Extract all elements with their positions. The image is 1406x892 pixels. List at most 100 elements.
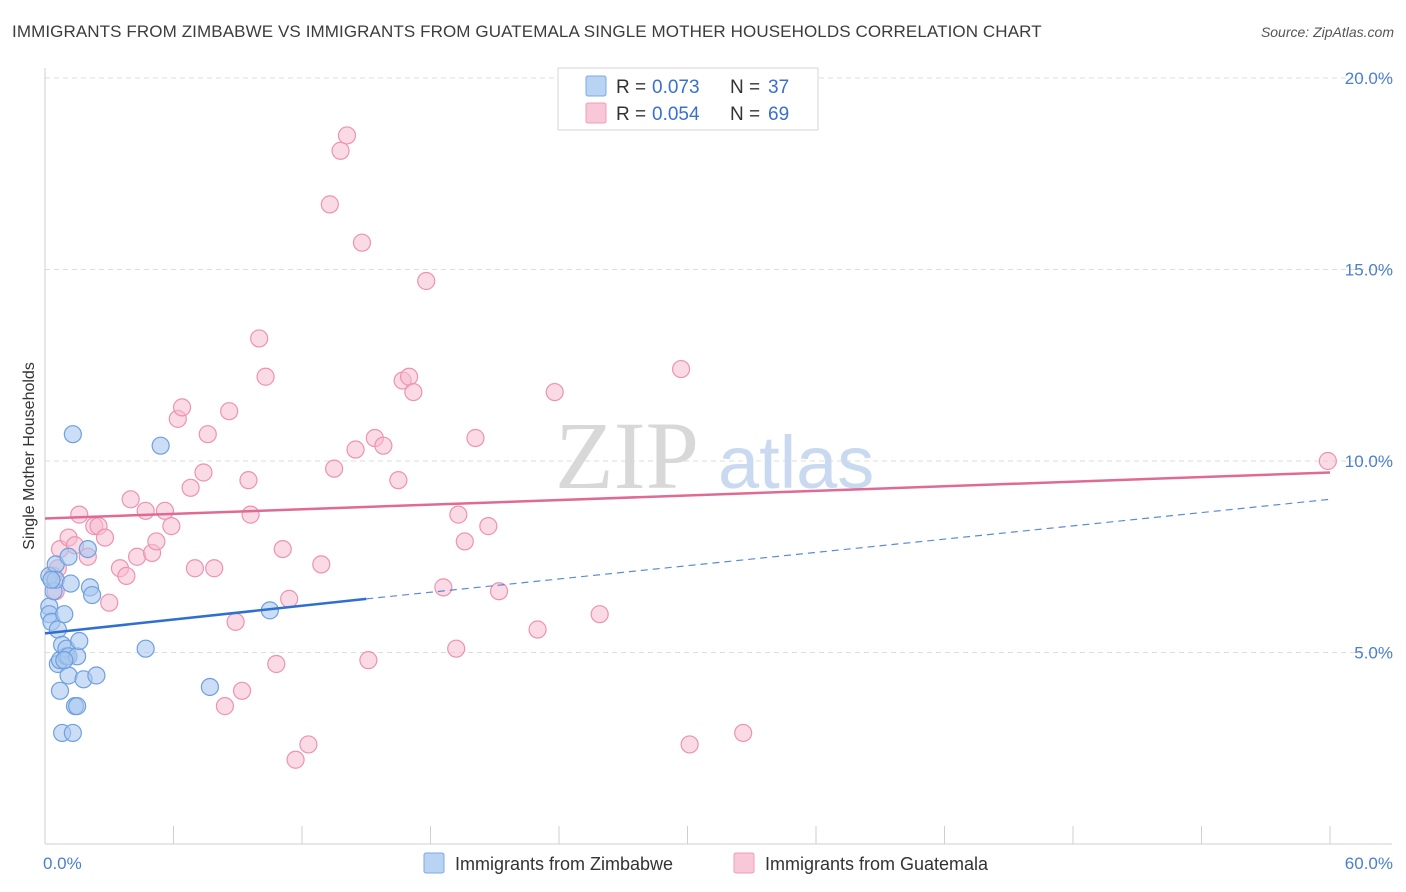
zimbabwe-trend-extension [366, 498, 1331, 600]
guatemala-point-24 [185, 559, 205, 578]
guatemala-point-67 [680, 735, 699, 754]
guatemala-point-37 [273, 539, 292, 559]
zimbabwe-point-23 [68, 697, 87, 716]
guatemala-point-22 [172, 398, 192, 417]
zimbabwe-point-36 [55, 651, 74, 670]
legend-guatemala-n-label: N = [730, 104, 760, 125]
guatemala-point-53 [399, 367, 419, 386]
zimbabwe-point-21 [63, 723, 82, 743]
y-tick-label-0: 5.0% [1354, 644, 1393, 663]
guatemala-point-69 [1318, 451, 1337, 471]
guatemala-point-46 [346, 440, 365, 459]
y-tick-labels: 5.0% 10.0% 15.0% 20.0% [1345, 69, 1393, 663]
x-tick-label-1: 60.0% [1345, 854, 1393, 873]
series-zimbabwe-points [40, 425, 279, 743]
zimbabwe-point-16 [59, 547, 78, 566]
guatemala-point-66 [671, 359, 691, 379]
guatemala-point-32 [239, 471, 258, 490]
legend-zimbabwe-r-label: R = [616, 77, 646, 98]
zimbabwe-point-33 [200, 677, 220, 697]
zimbabwe-point-18 [59, 666, 78, 685]
zimbabwe-point-7 [48, 620, 67, 639]
guatemala-point-40 [299, 735, 318, 754]
y-tick-label-1: 10.0% [1345, 452, 1393, 471]
chart-source: Source: ZipAtlas.com [1260, 24, 1394, 40]
zimbabwe-point-13 [55, 605, 74, 624]
guatemala-point-50 [374, 436, 393, 455]
guatemala-point-42 [320, 195, 339, 214]
grid-lines [45, 77, 1392, 653]
guatemala-point-13 [117, 566, 136, 586]
guatemala-point-57 [447, 639, 466, 658]
legend-guatemala-r-label: R = [616, 104, 646, 125]
y-tick-label-2: 15.0% [1345, 261, 1393, 280]
guatemala-point-29 [220, 402, 239, 421]
guatemala-point-26 [198, 425, 217, 444]
guatemala-point-48 [359, 651, 378, 670]
zimbabwe-point-25 [70, 631, 89, 651]
zimbabwe-point-30 [87, 666, 106, 685]
zimbabwe-point-35 [42, 570, 61, 589]
guatemala-point-23 [181, 478, 200, 497]
guatemala-point-47 [352, 233, 372, 252]
guatemala-point-34 [250, 329, 269, 348]
guatemala-point-68 [734, 723, 753, 743]
guatemala-point-62 [489, 582, 509, 601]
guatemala-point-51 [389, 471, 408, 490]
zimbabwe-trend-line [44, 597, 367, 635]
zimbabwe-point-31 [136, 639, 155, 658]
guatemala-trend-line [44, 471, 1331, 520]
guatemala-point-14 [121, 490, 140, 509]
zimbabwe-point-10 [50, 681, 70, 700]
legend-guatemala-r-value: 0.054 [652, 104, 700, 125]
guatemala-point-59 [455, 532, 474, 551]
legend: R = 0.073 N = 37 R = 0.054 N = 69 [557, 67, 819, 131]
guatemala-point-11 [100, 593, 119, 612]
guatemala-point-41 [312, 555, 331, 574]
bottom-legend: Immigrants from Zimbabwe Immigrants from… [423, 852, 989, 874]
axes [44, 68, 1392, 845]
guatemala-point-10 [95, 528, 115, 547]
guatemala-point-6 [70, 505, 89, 524]
guatemala-point-35 [256, 367, 275, 386]
guatemala-point-43 [325, 459, 344, 478]
legend-zimbabwe-r-value: 0.073 [652, 77, 700, 98]
guatemala-point-39 [286, 750, 305, 769]
legend-swatch-guatemala [585, 102, 607, 124]
x-tick-labels: 0.0% 60.0% [43, 854, 1393, 873]
zimbabwe-point-20 [63, 425, 82, 444]
guatemala-point-36 [267, 654, 286, 674]
legend-zimbabwe-n-label: N = [730, 77, 760, 98]
guatemala-point-54 [404, 382, 423, 402]
zimbabwe-point-27 [78, 539, 97, 559]
legend-swatch-zimbabwe [585, 75, 607, 97]
guatemala-point-55 [417, 271, 436, 291]
bottom-legend-swatch-zimbabwe [423, 852, 445, 874]
guatemala-point-30 [226, 612, 245, 631]
zimbabwe-point-32 [151, 436, 170, 455]
zimbabwe-point-29 [83, 585, 102, 605]
chart-title: IMMIGRANTS FROM ZIMBABWE VS IMMIGRANTS F… [12, 22, 1042, 41]
guatemala-point-19 [155, 501, 175, 520]
zimbabwe-point-19 [61, 574, 80, 593]
guatemala-point-63 [528, 620, 547, 639]
guatemala-point-56 [434, 578, 453, 597]
legend-zimbabwe-n-value: 37 [768, 77, 789, 98]
guatemala-point-61 [479, 517, 498, 536]
guatemala-point-60 [466, 428, 485, 448]
guatemala-point-58 [449, 505, 468, 524]
watermark-zip: ZIP [555, 402, 699, 509]
guatemala-point-15 [127, 547, 147, 566]
guatemala-point-44 [331, 141, 350, 160]
guatemala-point-64 [545, 382, 564, 402]
bottom-legend-zimbabwe-label: Immigrants from Zimbabwe [455, 854, 673, 874]
guatemala-point-28 [215, 697, 234, 716]
guatemala-point-45 [337, 126, 357, 145]
x-tick-label-0: 0.0% [43, 854, 82, 873]
y-tick-label-3: 20.0% [1345, 69, 1393, 88]
guatemala-point-27 [205, 559, 224, 578]
guatemala-point-25 [194, 463, 213, 482]
y-axis-label: Single Mother Households [21, 362, 38, 550]
guatemala-point-65 [590, 605, 609, 624]
